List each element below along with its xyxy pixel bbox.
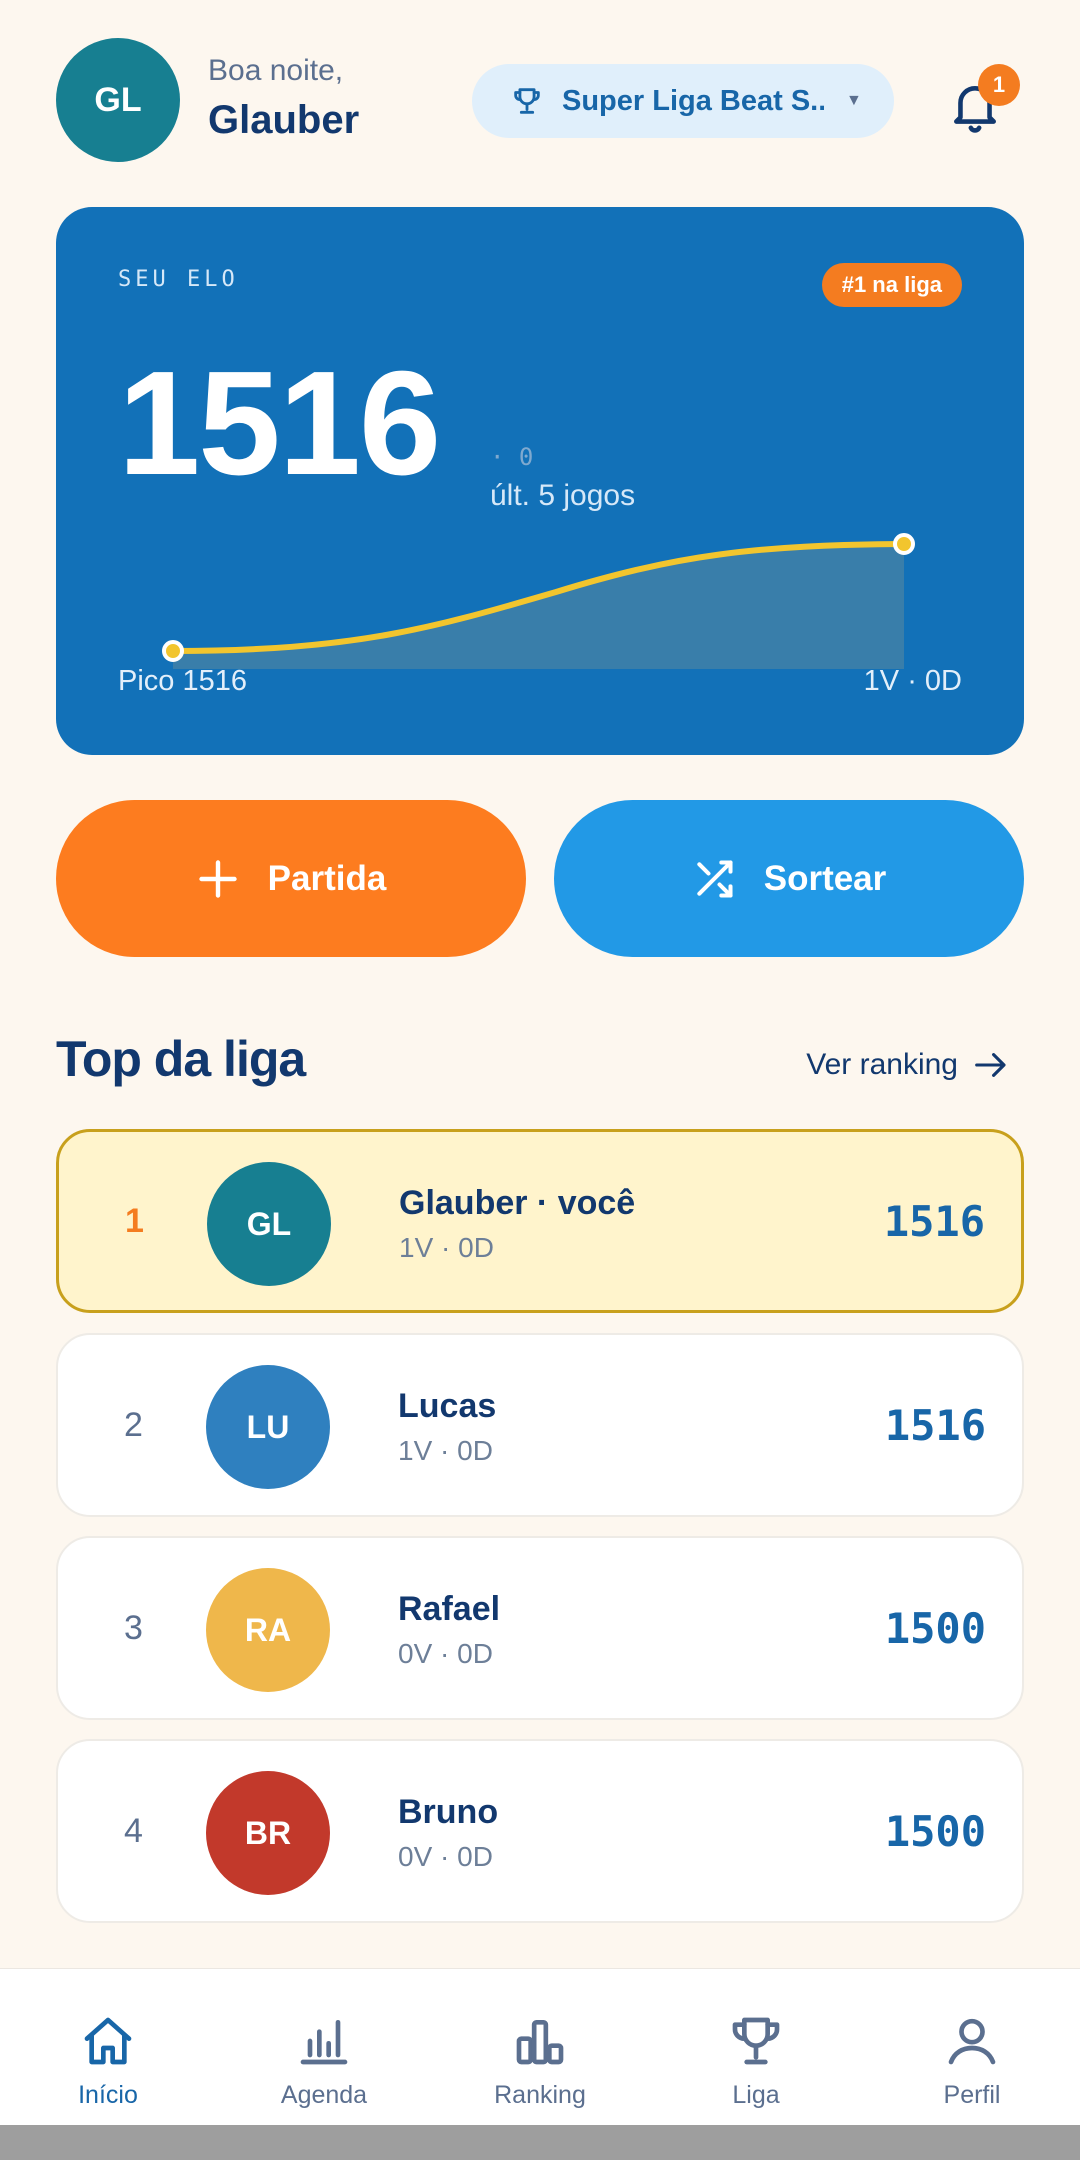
nav-label: Perfil (943, 2081, 1001, 2109)
avatar: GL (207, 1162, 331, 1286)
elo-card: SEU ELO #1 na liga 1516 · 0 últ. 5 jogos… (56, 207, 1024, 755)
sparkline-end-point (893, 533, 915, 555)
sparkline-start-point (162, 640, 184, 662)
elo-period: últ. 5 jogos (490, 479, 636, 512)
draw-teams-button[interactable]: Sortear (554, 800, 1024, 957)
chevron-down-icon: ▼ (846, 92, 862, 109)
ranking-row[interactable]: 4 BR Bruno 0V · 0D 1500 (56, 1739, 1024, 1923)
new-match-button[interactable]: Partida (56, 800, 526, 957)
home-icon (84, 2017, 132, 2065)
podium-icon (516, 2020, 564, 2065)
see-ranking-label: Ver ranking (806, 1048, 958, 1081)
league-selector[interactable]: Super Liga Beat S... ▼ (472, 64, 894, 138)
ranking-row[interactable]: 3 RA Rafael 0V · 0D 1500 (56, 1536, 1024, 1720)
rank-position: 4 (124, 1811, 143, 1850)
player-name: Rafael (398, 1590, 501, 1628)
trophy-icon (514, 88, 540, 114)
bar-chart-icon (300, 2020, 348, 2065)
player-name: Lucas (398, 1387, 497, 1425)
rank-position: 1 (125, 1201, 144, 1240)
elo-value: 1516 (118, 341, 441, 506)
player-record: 1V · 0D (398, 1435, 493, 1466)
nav-item-agenda[interactable]: Agenda (216, 1969, 432, 2125)
player-name: Glauber · você (399, 1184, 636, 1222)
trophy-icon (732, 2017, 780, 2065)
player-elo: 1516 (884, 1400, 986, 1450)
player-elo: 1500 (884, 1806, 986, 1856)
player-record: 1V · 0D (399, 1232, 494, 1263)
nav-item-ranking[interactable]: Ranking (432, 1969, 648, 2125)
elo-record: 1V · 0D (863, 665, 962, 697)
greeting: Boa noite, (208, 54, 344, 87)
ranking-row[interactable]: 2 LU Lucas 1V · 0D 1516 (56, 1333, 1024, 1517)
draw-teams-label: Sortear (763, 858, 887, 898)
player-record: 0V · 0D (398, 1638, 493, 1669)
nav-item-perfil[interactable]: Perfil (864, 1969, 1080, 2125)
header: GL Boa noite, Glauber Super Liga Beat S.… (56, 38, 1024, 162)
player-record: 0V · 0D (398, 1841, 493, 1872)
avatar: BR (206, 1771, 330, 1895)
nav-label: Agenda (280, 2081, 368, 2109)
league-name: Super Liga Beat S... (562, 84, 824, 117)
nav-item-inicio[interactable]: Início (0, 1969, 216, 2125)
system-navigation-bar (0, 2125, 1080, 2160)
arrow-right-icon (975, 1053, 1006, 1077)
player-name: Bruno (398, 1793, 499, 1831)
bottom-nav: Início Agenda Ranking Liga Perfil (0, 1968, 1080, 2125)
elo-sparkline (162, 533, 915, 669)
section-title: Top da liga (56, 1031, 306, 1087)
nav-label: Liga (732, 2081, 780, 2109)
plus-icon (198, 859, 237, 898)
elo-peak: Pico 1516 (118, 665, 247, 697)
notification-badge: 1 (978, 64, 1020, 106)
shuffle-icon (697, 859, 733, 898)
avatar[interactable]: GL (56, 38, 180, 162)
rank-position: 2 (124, 1405, 143, 1444)
nav-label: Ranking (494, 2081, 586, 2109)
elo-delta: · 0 (490, 443, 534, 471)
new-match-label: Partida (267, 858, 387, 898)
nav-item-liga[interactable]: Liga (648, 1969, 864, 2125)
player-elo: 1500 (884, 1603, 986, 1653)
user-name: Glauber (208, 98, 360, 142)
user-icon (948, 2018, 996, 2065)
elo-label: SEU ELO (118, 267, 239, 292)
see-ranking-link[interactable]: Ver ranking (806, 1048, 1008, 1082)
avatar: LU (206, 1365, 330, 1489)
rank-position: 3 (124, 1608, 143, 1647)
ranking-row[interactable]: 1 GL Glauber · você 1V · 0D 1516 (56, 1129, 1024, 1313)
nav-label: Início (78, 2081, 138, 2109)
notifications-button[interactable]: 1 (924, 64, 1024, 154)
avatar: RA (206, 1568, 330, 1692)
rank-badge: #1 na liga (821, 263, 962, 307)
player-elo: 1516 (883, 1196, 985, 1246)
